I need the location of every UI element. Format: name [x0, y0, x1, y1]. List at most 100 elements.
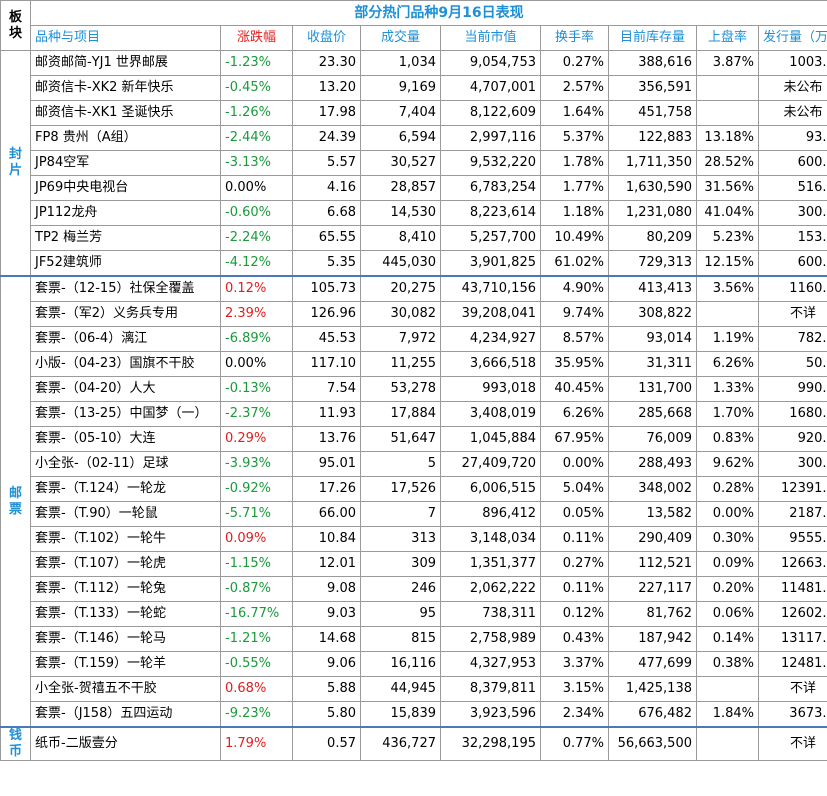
cell-close: 5.57	[292, 150, 361, 176]
group-label: 封片	[0, 50, 31, 277]
cell-close: 117.10	[292, 351, 361, 377]
cell-market-value: 27,409,720	[440, 451, 541, 477]
cell-listing-rate	[696, 301, 759, 327]
cell-issue: 920.00	[757, 426, 827, 452]
cell-volume: 44,945	[360, 676, 441, 702]
cell-change: -6.89%	[220, 326, 293, 352]
cell-volume: 6,594	[360, 125, 441, 151]
cell-issue: 不详	[757, 726, 827, 761]
cell-listing-rate: 1.70%	[696, 401, 759, 427]
table-row: 套票-（T.146）一轮马 -1.21% 14.68 815 2,758,989 0.43…	[1, 626, 827, 652]
cell-name: FP8 贵州（A组）	[30, 125, 221, 151]
cell-turnover: 1.64%	[540, 100, 609, 126]
cell-volume: 17,526	[360, 476, 441, 502]
cell-listing-rate: 0.14%	[696, 626, 759, 652]
cell-issue: 3673.90	[757, 701, 827, 728]
cell-name: 套票-（T.146）一轮马	[30, 626, 221, 652]
cell-change: 0.09%	[220, 526, 293, 552]
cell-change: -0.13%	[220, 376, 293, 402]
cell-market-value: 3,148,034	[440, 526, 541, 552]
table-row: 小全张-（02-11）足球 -3.93% 95.01 5 27,409,720 0.00%…	[1, 451, 827, 477]
cell-name: 小全张-贺禧五不干胶	[30, 676, 221, 702]
cell-turnover: 0.77%	[540, 726, 609, 761]
cell-name: 纸币-二版壹分	[30, 726, 221, 761]
cell-close: 5.35	[292, 250, 361, 277]
cell-close: 126.96	[292, 301, 361, 327]
cell-issue: 12391.65	[757, 476, 827, 502]
cell-name: 小全张-（02-11）足球	[30, 451, 221, 477]
cell-inventory: 348,002	[608, 476, 697, 502]
table-row: JF52建筑师 -4.12% 5.35 445,030 3,901,825 61.02% 7…	[1, 250, 827, 277]
cell-volume: 7,972	[360, 326, 441, 352]
block-column-header: 板块	[0, 0, 31, 51]
cell-inventory: 1,425,138	[608, 676, 697, 702]
cell-inventory: 112,521	[608, 551, 697, 577]
cell-issue: 未公布	[757, 75, 827, 101]
cell-issue: 1160.38	[757, 275, 827, 302]
cell-issue: 1680.31	[757, 401, 827, 427]
cell-inventory: 31,311	[608, 351, 697, 377]
cell-listing-rate: 9.62%	[696, 451, 759, 477]
cell-market-value: 738,311	[440, 601, 541, 627]
table-row: 钱币纸币-二版壹分 1.79% 0.57 436,727 32,298,195 0.77%…	[0, 726, 827, 761]
cell-issue: 12481.65	[757, 651, 827, 677]
cell-market-value: 4,327,953	[440, 651, 541, 677]
cell-volume: 7,404	[360, 100, 441, 126]
cell-close: 45.53	[292, 326, 361, 352]
cell-issue: 153.34	[757, 225, 827, 251]
cell-close: 13.20	[292, 75, 361, 101]
cell-issue: 2187.68	[757, 501, 827, 527]
cell-turnover: 3.37%	[540, 651, 609, 677]
cell-change: -16.77%	[220, 601, 293, 627]
cell-change: -1.23%	[220, 50, 293, 76]
col-header-change: 涨跌幅	[220, 25, 293, 51]
cell-name: 套票-（T.133）一轮蛇	[30, 601, 221, 627]
cell-listing-rate: 0.38%	[696, 651, 759, 677]
col-header-issue: 发行量（万）	[757, 25, 827, 51]
table-title: 部分热门品种9月16日表现	[29, 0, 827, 26]
cell-name: 套票-（军2）义务兵专用	[30, 301, 221, 327]
cell-listing-rate: 28.52%	[696, 150, 759, 176]
col-header-close: 收盘价	[292, 25, 361, 51]
cell-name: JP112龙舟	[30, 200, 221, 226]
group-label: 邮票	[0, 275, 31, 728]
cell-market-value: 2,758,989	[440, 626, 541, 652]
cell-volume: 436,727	[360, 726, 441, 761]
cell-name: 套票-（T.124）一轮龙	[30, 476, 221, 502]
cell-close: 23.30	[292, 50, 361, 76]
cell-issue: 300.00	[757, 451, 827, 477]
table-row: 套票-（13-25）中国梦（一） -2.37% 11.93 17,884 3,408,0…	[1, 401, 827, 427]
cell-turnover: 0.05%	[540, 501, 609, 527]
cell-close: 13.76	[292, 426, 361, 452]
cell-change: -1.26%	[220, 100, 293, 126]
cell-change: 2.39%	[220, 301, 293, 327]
cell-market-value: 2,062,222	[440, 576, 541, 602]
col-header-volume: 成交量	[360, 25, 441, 51]
cell-issue: 50.00	[757, 351, 827, 377]
cell-market-value: 32,298,195	[440, 726, 541, 761]
cell-listing-rate: 1.19%	[696, 326, 759, 352]
cell-change: 0.29%	[220, 426, 293, 452]
table-row: JP84空军 -3.13% 5.57 30,527 9,532,220 1.78% 1,71…	[1, 150, 827, 176]
table-row: 套票-（T.124）一轮龙 -0.92% 17.26 17,526 6,006,515 5…	[1, 476, 827, 502]
cell-turnover: 2.34%	[540, 701, 609, 728]
cell-inventory: 227,117	[608, 576, 697, 602]
cell-change: -5.71%	[220, 501, 293, 527]
cell-volume: 309	[360, 551, 441, 577]
cell-inventory: 388,616	[608, 50, 697, 76]
cell-name: 套票-（12-15）社保全覆盖	[30, 275, 221, 302]
table-row: 封片邮资邮简-YJ1 世界邮展 -1.23% 23.30 1,034 9,054,753…	[0, 50, 827, 277]
cell-issue: 不详	[757, 676, 827, 702]
table-row: 套票-（T.90）一轮鼠 -5.71% 66.00 7 896,412 0.05% 13,5…	[1, 501, 827, 527]
cell-listing-rate: 0.06%	[696, 601, 759, 627]
cell-market-value: 8,379,811	[440, 676, 541, 702]
cell-market-value: 6,783,254	[440, 175, 541, 201]
cell-close: 105.73	[292, 275, 361, 302]
cell-volume: 16,116	[360, 651, 441, 677]
cell-inventory: 676,482	[608, 701, 697, 728]
cell-issue: 600.03	[757, 150, 827, 176]
cell-name: 套票-（T.102）一轮牛	[30, 526, 221, 552]
cell-inventory: 413,413	[608, 275, 697, 302]
cell-market-value: 5,257,700	[440, 225, 541, 251]
cell-close: 9.08	[292, 576, 361, 602]
